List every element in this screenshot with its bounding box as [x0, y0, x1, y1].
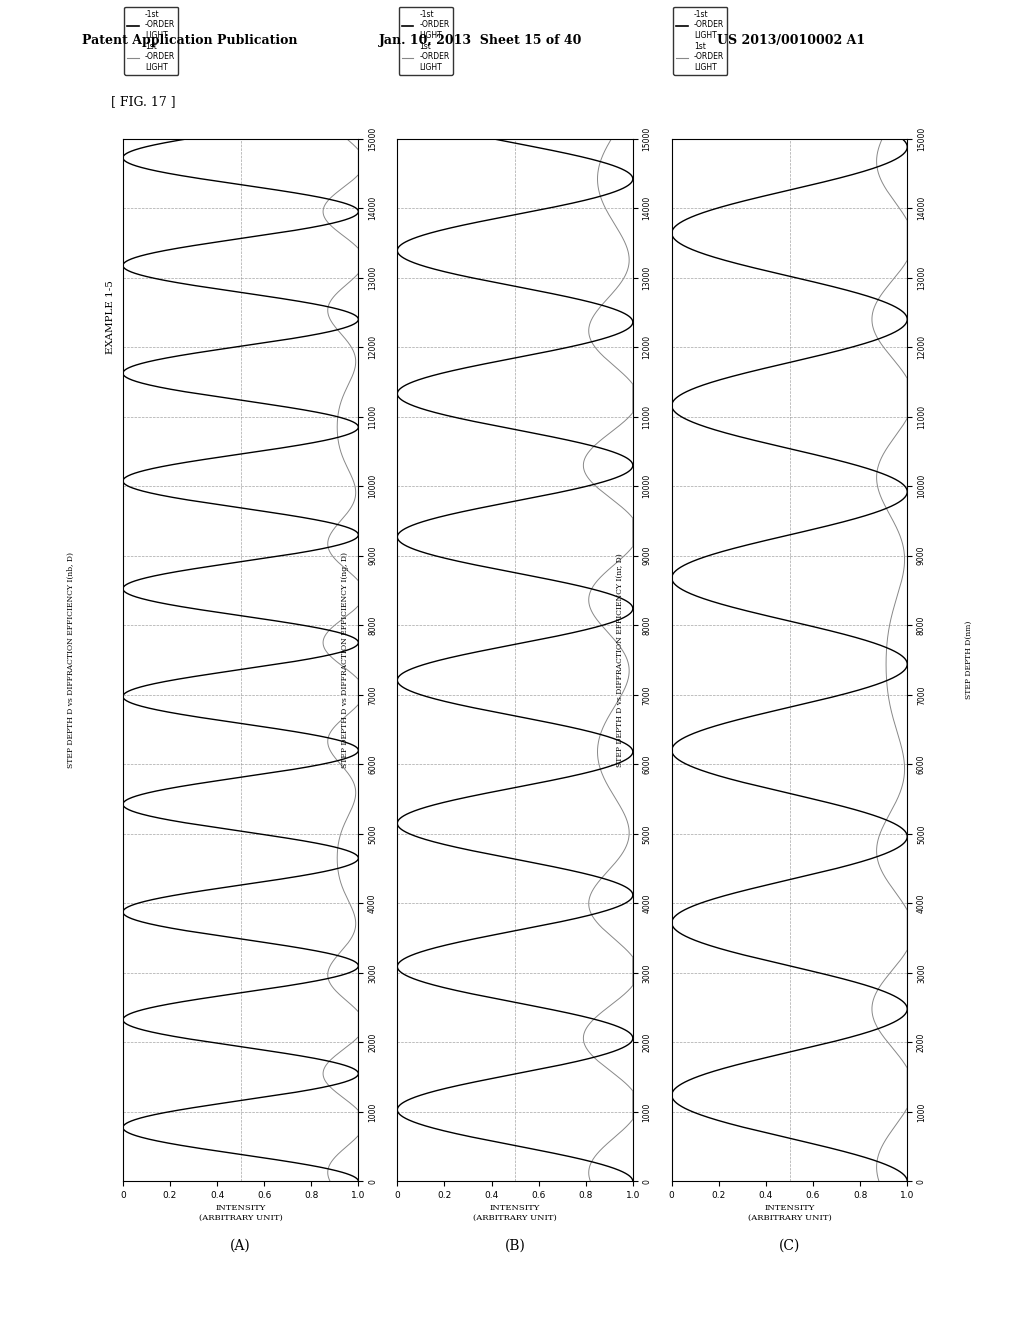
Y-axis label: STEP DEPTH D(nm): STEP DEPTH D(nm) — [965, 620, 973, 700]
Text: (B): (B) — [505, 1238, 525, 1253]
Text: [ FIG. 17 ]: [ FIG. 17 ] — [111, 95, 175, 108]
Legend: -1st
-ORDER
LIGHT, 1st
-ORDER
LIGHT: -1st -ORDER LIGHT, 1st -ORDER LIGHT — [398, 7, 453, 75]
X-axis label: INTENSITY
(ARBITRARY UNIT): INTENSITY (ARBITRARY UNIT) — [748, 1204, 831, 1221]
Text: EXAMPLE 1-5: EXAMPLE 1-5 — [106, 280, 115, 354]
Text: Jan. 10, 2013  Sheet 15 of 40: Jan. 10, 2013 Sheet 15 of 40 — [379, 33, 583, 46]
Text: US 2013/0010002 A1: US 2013/0010002 A1 — [717, 33, 865, 46]
Text: (C): (C) — [779, 1238, 800, 1253]
X-axis label: INTENSITY
(ARBITRARY UNIT): INTENSITY (ARBITRARY UNIT) — [473, 1204, 557, 1221]
Text: Patent Application Publication: Patent Application Publication — [82, 33, 297, 46]
Legend: -1st
-ORDER
LIGHT, 1st
-ORDER
LIGHT: -1st -ORDER LIGHT, 1st -ORDER LIGHT — [124, 7, 178, 75]
Text: (A): (A) — [230, 1238, 251, 1253]
Text: STEP DEPTH D vs DIFFRACTION EFFICIENCY I(nr, D): STEP DEPTH D vs DIFFRACTION EFFICIENCY I… — [615, 553, 624, 767]
Text: STEP DEPTH D vs DIFFRACTION EFFICIENCY I(nb, D): STEP DEPTH D vs DIFFRACTION EFFICIENCY I… — [67, 552, 75, 768]
Y-axis label: STEP DEPTH D(nm): STEP DEPTH D(nm) — [416, 620, 424, 700]
Legend: -1st
-ORDER
LIGHT, 1st
-ORDER
LIGHT: -1st -ORDER LIGHT, 1st -ORDER LIGHT — [673, 7, 727, 75]
Y-axis label: STEP DEPTH D(nm): STEP DEPTH D(nm) — [690, 620, 698, 700]
Text: STEP DEPTH D vs DIFFRACTION EFFICIENCY I(ng, D): STEP DEPTH D vs DIFFRACTION EFFICIENCY I… — [341, 552, 349, 768]
X-axis label: INTENSITY
(ARBITRARY UNIT): INTENSITY (ARBITRARY UNIT) — [199, 1204, 283, 1221]
